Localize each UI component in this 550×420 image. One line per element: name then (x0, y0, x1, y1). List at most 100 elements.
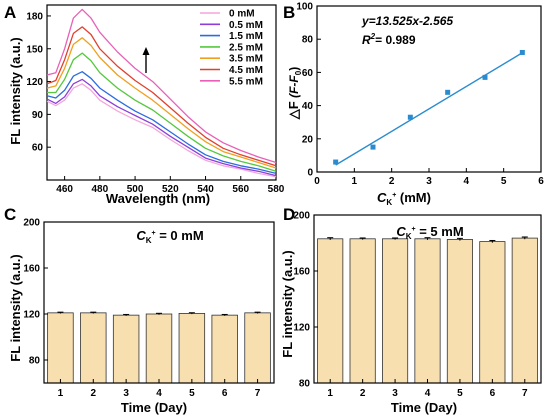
a-x-tick-label: 480 (92, 184, 109, 195)
b-fit-equation: y=13.525x-2.565 (361, 14, 453, 28)
d-bar (414, 238, 441, 384)
b-data-point (370, 144, 376, 150)
b-x-tick-label: 6 (538, 176, 544, 187)
d-bar (317, 238, 344, 384)
a-x-axis-label: Wavelength (nm) (106, 191, 210, 206)
c-y-tick-label: 80 (29, 356, 41, 367)
a-x-tick-label: 540 (197, 184, 214, 195)
c-x-tick-label: 4 (156, 388, 162, 399)
d-x-axis-label: Time (Day) (391, 400, 457, 415)
a-legend-label: 2.5 mM (229, 42, 263, 53)
c-x-tick-label: 2 (91, 388, 97, 399)
c-y-axis-label: FL intensity (a.u.) (8, 254, 23, 361)
a-x-tick-label: 560 (232, 184, 249, 195)
a-y-tick-label: 180 (26, 11, 43, 22)
c-y-tick-label: 200 (23, 218, 40, 229)
c-x-tick-label: 3 (123, 388, 129, 399)
a-x-tick-label: 520 (162, 184, 179, 195)
panel-label-d: D (283, 205, 295, 224)
a-x-tick-label: 500 (127, 184, 144, 195)
c-x-tick-label: 5 (189, 388, 195, 399)
d-bar (446, 239, 473, 384)
a-series-line (47, 52, 277, 172)
a-y-tick-label: 150 (26, 44, 43, 55)
a-x-tick-label: 580 (268, 184, 285, 195)
a-legend-label: 0 mM (229, 9, 255, 20)
b-fit-line (335, 52, 523, 166)
d-plot-frame (313, 214, 542, 384)
d-bar (511, 237, 538, 384)
b-data-point (519, 49, 525, 55)
d-x-tick-label: 3 (392, 388, 398, 399)
c-bar (47, 312, 74, 384)
a-legend-label: 5.5 mM (229, 76, 263, 87)
b-data-point (333, 159, 339, 165)
c-bar (178, 313, 206, 384)
a-series-line (46, 71, 277, 175)
b-x-tick-label: 2 (389, 176, 395, 187)
b-y-tick-label: 0 (307, 168, 313, 179)
c-x-tick-label: 7 (255, 388, 261, 399)
c-bar (112, 314, 140, 384)
d-title: CK+ = 5 mM (396, 224, 463, 241)
a-series-line (46, 83, 277, 178)
d-x-tick-label: 4 (425, 388, 431, 399)
b-x-tick-label: 1 (352, 176, 358, 187)
b-y-tick-label: 20 (302, 134, 314, 145)
d-bar (349, 238, 376, 384)
panel-label-c: C (4, 205, 16, 224)
panel-d-bar-chart: 1 2 3 4 5 6 7 80 120 160 200 (293, 211, 542, 399)
c-plot-frame (43, 221, 275, 384)
d-bar (382, 238, 409, 384)
a-series-line (46, 37, 277, 169)
panel-label-a: A (4, 3, 16, 22)
d-x-tick-label: 5 (457, 388, 463, 399)
up-arrow-icon-head (142, 47, 150, 55)
c-bar (244, 312, 271, 384)
b-y-tick-label: 40 (302, 101, 314, 112)
a-y-axis-label: FL intensity (a.u.) (8, 37, 23, 144)
panel-label-b: B (283, 3, 295, 22)
a-y-tick-label: 120 (26, 77, 43, 88)
c-title: CK+ = 0 mM (136, 228, 203, 245)
c-bar (211, 314, 238, 384)
c-bar (145, 313, 173, 384)
d-y-axis-label: FL intensity (a.u.) (280, 250, 295, 357)
d-y-tick-label: 160 (293, 267, 310, 278)
b-x-tick-label: 5 (501, 176, 507, 187)
b-x-tick-label: 0 (314, 176, 320, 187)
b-plot-frame (316, 5, 542, 173)
b-data-point (445, 89, 451, 95)
c-x-axis-label: Time (Day) (121, 400, 187, 415)
a-legend-label: 4.5 mM (229, 65, 263, 76)
c-x-tick-label: 1 (58, 388, 64, 399)
panel-a-spectra: 460 480 500 520 540 560 580 60 90 120 150 180 0 mM0.… (26, 4, 285, 195)
d-bar (479, 241, 506, 384)
panel-c-bar-chart: 1 2 3 4 5 6 7 80 120 160 200 (23, 218, 275, 399)
b-x-tick-label: 3 (426, 176, 432, 187)
b-data-point (407, 114, 413, 120)
d-x-tick-label: 7 (522, 388, 528, 399)
d-y-tick-label: 200 (293, 211, 310, 222)
d-x-tick-label: 6 (490, 388, 496, 399)
a-legend-label: 3.5 mM (229, 54, 263, 65)
a-series-line (46, 78, 277, 177)
d-y-tick-label: 80 (299, 379, 311, 390)
b-data-point (482, 74, 488, 80)
b-x-axis-label: CK+ (mM) (377, 190, 431, 207)
a-series-line (46, 26, 277, 167)
c-y-tick-label: 120 (23, 310, 40, 321)
b-y-axis-label: △F (F-F0) (286, 67, 303, 120)
d-y-tick-label: 120 (293, 323, 310, 334)
a-legend-label: 1.5 mM (229, 31, 263, 42)
c-bar (80, 312, 107, 384)
a-y-tick-label: 90 (32, 110, 44, 121)
a-y-tick-label: 60 (32, 143, 44, 154)
c-x-tick-label: 6 (222, 388, 228, 399)
a-series-line (46, 8, 277, 164)
a-legend-label: 0.5 mM (229, 20, 263, 31)
b-y-tick-label: 60 (302, 68, 314, 79)
a-x-tick-label: 460 (56, 184, 73, 195)
